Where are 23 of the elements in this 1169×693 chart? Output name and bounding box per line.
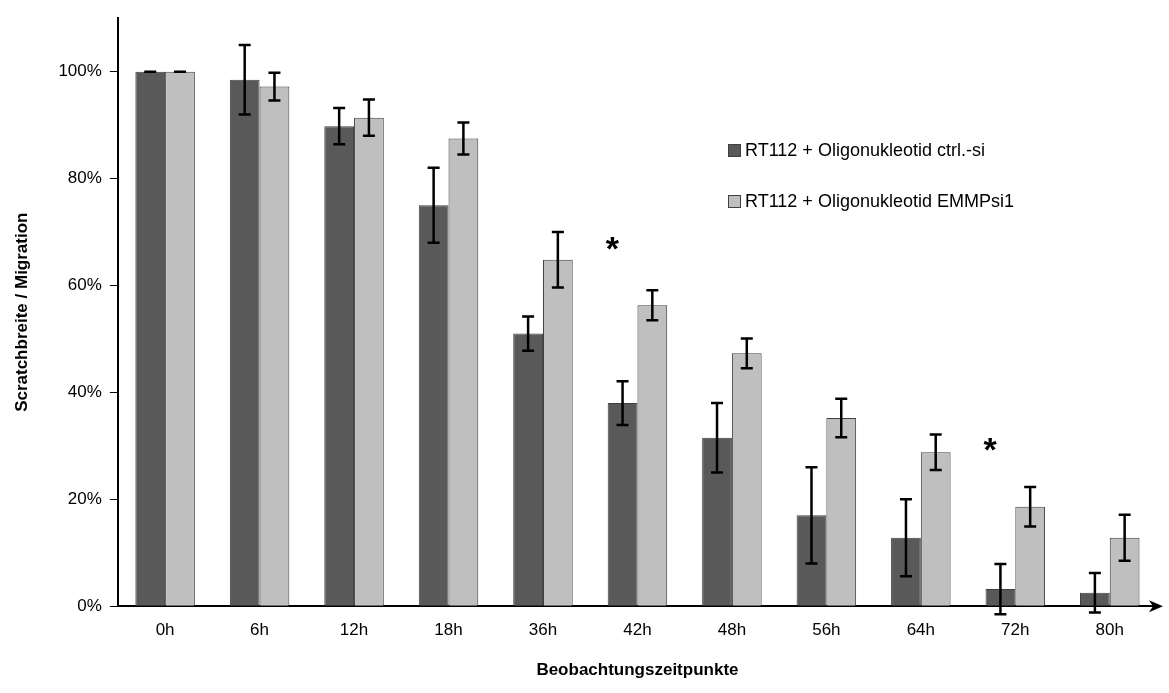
y-tick-label: 60% [67, 275, 102, 295]
x-tick-label: 64h [906, 620, 936, 640]
y-tick-label: 80% [67, 168, 102, 188]
y-tick-label: 20% [67, 488, 102, 508]
x-tick-label: 72h [1001, 620, 1030, 640]
y-tick-label: 100% [58, 61, 102, 81]
x-tick-label: 18h [434, 620, 463, 640]
annotation: * [983, 430, 998, 469]
x-tick-label: 48h [717, 620, 747, 640]
x-tick-label: 36h [528, 620, 558, 640]
x-tick-label: 56h [812, 620, 841, 640]
x-tick-label: 0h [155, 620, 175, 640]
annotation: * [605, 228, 620, 267]
legend-label: RT112 + Oligonukleotid EMMPsi1 [745, 191, 1014, 212]
y-tick-label: 0% [77, 595, 102, 615]
y-axis-title: Scratchbreite / Migration [11, 212, 31, 412]
x-tick-label: 80h [1095, 620, 1124, 640]
y-tick-label: 40% [67, 382, 102, 402]
legend-label: RT112 + Oligonukleotid ctrl.-si [745, 140, 985, 161]
x-axis-title: Beobachtungszeitpunkte [536, 660, 739, 680]
x-tick-label: 6h [250, 620, 270, 640]
x-tick-label: 12h [339, 620, 369, 640]
x-tick-label: 42h [623, 620, 652, 640]
